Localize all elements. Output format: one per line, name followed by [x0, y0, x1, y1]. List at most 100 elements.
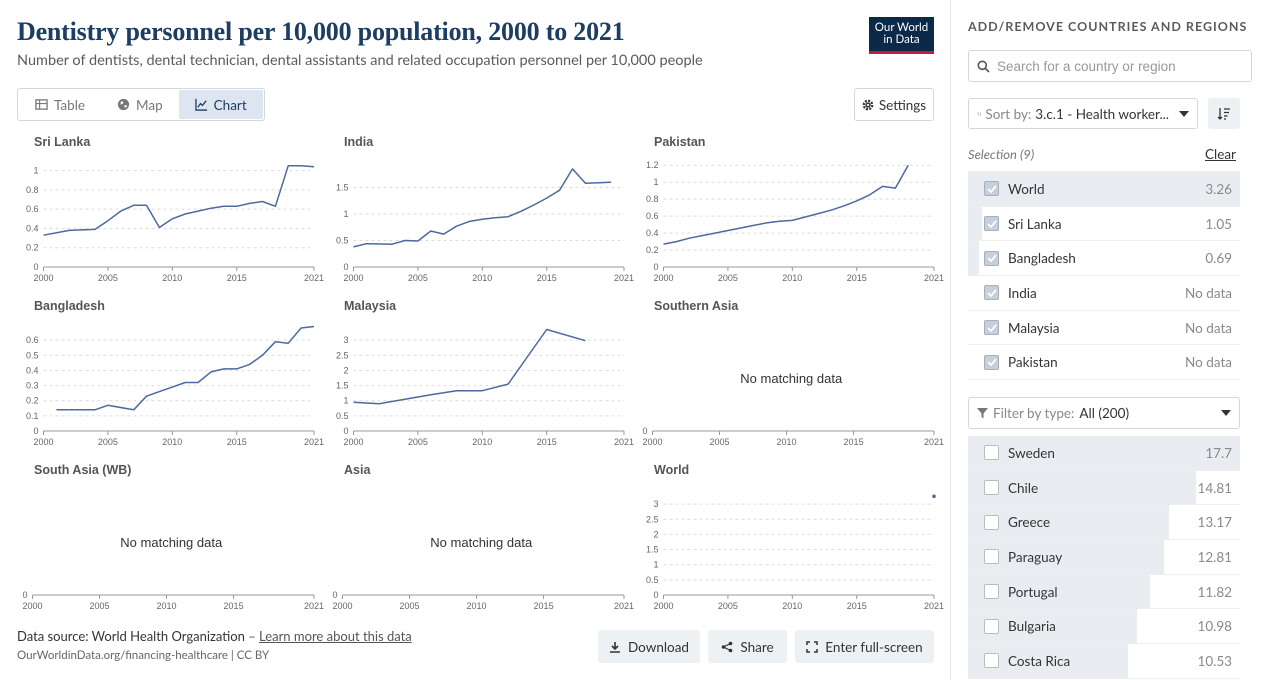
x-tick-label: 2005	[98, 273, 118, 283]
entity-row-sri-lanka[interactable]: Sri Lanka 1.05	[968, 206, 1240, 242]
y-tick-label: 0.6	[26, 204, 39, 214]
entity-row-malaysia[interactable]: Malaysia No data	[968, 311, 1240, 346]
search-box[interactable]	[968, 50, 1252, 82]
y-tick-label: 3	[343, 335, 348, 345]
value-bar	[968, 470, 1197, 505]
sort-direction-button[interactable]	[1208, 98, 1240, 129]
entity-row-india[interactable]: India No data	[968, 276, 1240, 311]
tab-table[interactable]: Table	[19, 90, 101, 119]
checkbox-checked[interactable]	[984, 181, 999, 197]
y-tick-label: 0	[33, 262, 38, 272]
value-bar	[968, 505, 1170, 540]
chart-panel-world: World 0 0.5 1 1.5 2 2.5 3 2000 2005 2010 2015 2021	[646, 463, 944, 611]
checkbox-checked[interactable]	[984, 320, 999, 336]
data-point	[932, 494, 936, 499]
y-tick-label: 0.8	[26, 185, 39, 195]
y-tick-label: 1	[653, 177, 658, 187]
entity-value: 17.7	[1205, 444, 1232, 461]
tab-chart-label: Chart	[213, 96, 247, 113]
entity-value: No data	[1185, 284, 1232, 301]
check-icon	[986, 358, 997, 367]
checkbox[interactable]	[984, 445, 999, 461]
sort-descending-icon	[1217, 108, 1230, 120]
checkbox[interactable]	[984, 653, 999, 669]
tab-map[interactable]: Map	[101, 90, 179, 119]
logo-line-1: Our World	[874, 21, 929, 34]
entity-value: 10.53	[1197, 652, 1232, 669]
sidebar-heading: ADD/REMOVE COUNTRIES AND REGIONS	[968, 19, 1248, 34]
y-tick-label: 0.4	[26, 365, 39, 375]
entity-row-chile[interactable]: Chile 14.81	[968, 470, 1240, 506]
entity-row-costa-rica[interactable]: Costa Rica 10.53	[968, 644, 1240, 679]
entity-row-bangladesh[interactable]: Bangladesh 0.69	[968, 241, 1240, 277]
x-tick-label: 2000	[33, 437, 53, 447]
check-icon	[986, 254, 997, 263]
settings-button[interactable]: Settings	[854, 88, 934, 121]
checkbox[interactable]	[984, 618, 999, 634]
entity-row-world[interactable]: World 3.26	[968, 172, 1240, 207]
x-tick-label: 2021	[304, 437, 324, 447]
y-tick-label: 0.2	[26, 243, 39, 253]
checkbox-checked[interactable]	[984, 216, 999, 232]
search-input[interactable]	[997, 58, 1237, 74]
learn-more-link[interactable]: Learn more about this data	[259, 628, 412, 644]
checkbox-checked[interactable]	[984, 285, 999, 301]
no-data-message: No matching data	[430, 535, 533, 550]
main-panel: Dentistry personnel per 10,000 populatio…	[17, 17, 944, 663]
y-tick-label: 0	[653, 590, 658, 600]
y-tick-label: 3	[653, 499, 658, 509]
x-tick-label: 2021	[924, 437, 944, 447]
y-tick-label: 0	[22, 590, 27, 600]
y-tick-label: 2	[653, 529, 658, 539]
entity-row-paraguay[interactable]: Paraguay 12.81	[968, 540, 1240, 575]
x-tick-label: 2010	[472, 437, 492, 447]
checkbox-checked[interactable]	[984, 354, 999, 370]
panel-title: Sri Lanka	[34, 135, 91, 149]
chart-panel-india: India 0 0.5 1 1.5 2000 2005 2010 2015 2021	[336, 135, 634, 283]
y-tick-label: 1.2	[646, 160, 659, 170]
y-tick-label: 0.5	[336, 236, 349, 246]
clear-selection-button[interactable]: Clear	[1205, 146, 1236, 162]
entity-row-bulgaria[interactable]: Bulgaria 10.98	[968, 609, 1240, 645]
y-tick-label: 0	[343, 262, 348, 272]
share-label: Share	[740, 638, 774, 655]
sort-label: Sort by:	[985, 105, 1032, 122]
x-tick-label: 2015	[844, 437, 864, 447]
entity-row-greece[interactable]: Greece 13.17	[968, 505, 1240, 541]
checkbox[interactable]	[984, 480, 999, 496]
entity-value: 10.98	[1197, 618, 1232, 635]
owid-logo[interactable]: Our World in Data	[869, 17, 934, 54]
checkbox[interactable]	[984, 584, 999, 600]
x-tick-label: 2015	[224, 601, 244, 611]
series-line	[56, 325, 315, 411]
checkbox-checked[interactable]	[984, 250, 999, 266]
sort-arrows-icon	[977, 111, 982, 116]
entity-row-sweden[interactable]: Sweden 17.7	[968, 436, 1240, 471]
filter-type-dropdown[interactable]: Filter by type: All (200)	[968, 397, 1240, 429]
x-tick-label: 2015	[534, 601, 554, 611]
check-icon	[986, 185, 997, 193]
tab-chart[interactable]: Chart	[178, 90, 263, 119]
search-icon	[977, 60, 990, 73]
x-tick-label: 2010	[157, 601, 177, 611]
checkbox[interactable]	[984, 514, 999, 530]
entity-value: 12.81	[1197, 548, 1232, 565]
y-tick-label: 0.6	[646, 211, 659, 221]
entity-row-pakistan[interactable]: Pakistan No data	[968, 345, 1240, 381]
fullscreen-button[interactable]: Enter full-screen	[795, 630, 934, 663]
y-tick-label: 0.6	[26, 335, 39, 345]
download-button[interactable]: Download	[598, 630, 700, 663]
page-subtitle: Number of dentists, dental technician, d…	[17, 52, 703, 69]
x-tick-label: 2010	[782, 601, 802, 611]
filter-icon	[977, 407, 988, 418]
x-tick-label: 2005	[710, 437, 730, 447]
sort-dropdown[interactable]: Sort by: 3.c.1 - Health worker...	[968, 98, 1198, 129]
y-tick-label: 0.8	[646, 194, 659, 204]
entity-name: World	[1008, 180, 1045, 197]
share-button[interactable]: Share	[708, 630, 787, 663]
value-bar	[968, 540, 1164, 574]
checkbox[interactable]	[984, 549, 999, 565]
entity-row-portugal[interactable]: Portugal 11.82	[968, 574, 1240, 610]
gear-icon	[862, 99, 874, 110]
x-tick-label: 2000	[642, 437, 662, 447]
